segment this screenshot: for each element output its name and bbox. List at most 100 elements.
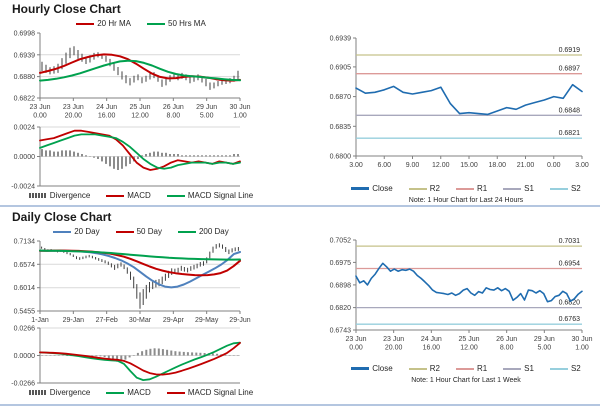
- legend-label: S2: [570, 184, 581, 193]
- legend-swatch: [351, 367, 370, 370]
- legend-item: 50 Hrs MA: [147, 19, 206, 28]
- svg-text:0.6835: 0.6835: [330, 124, 352, 131]
- svg-text:0.6898: 0.6898: [330, 282, 352, 289]
- last24h-note: Note: 1 Hour Chart for Last 24 Hours: [408, 197, 524, 204]
- legend-label: Close: [372, 184, 393, 193]
- svg-text:0.6820: 0.6820: [559, 300, 581, 307]
- svg-text:0.6897: 0.6897: [559, 66, 581, 73]
- legend-item: R1: [455, 184, 487, 193]
- svg-text:-0.0024: -0.0024: [11, 184, 35, 191]
- svg-text:9.00: 9.00: [406, 162, 420, 169]
- svg-text:0.0024: 0.0024: [14, 125, 36, 132]
- legend-label: S1: [524, 184, 534, 193]
- legend-swatch: [106, 194, 125, 197]
- svg-text:0.0266: 0.0266: [14, 326, 36, 333]
- svg-text:0.6919: 0.6919: [559, 47, 581, 54]
- legend-item: S2: [549, 364, 581, 373]
- legend-swatch: [115, 230, 134, 233]
- svg-text:0.7031: 0.7031: [559, 238, 581, 245]
- legend-item: S1: [503, 184, 534, 193]
- svg-text:0.0000: 0.0000: [14, 353, 36, 360]
- svg-text:0.6939: 0.6939: [14, 52, 36, 59]
- last1week-section: 0.7052 0.6975 0.6898 0.6820 0.6743 23 Jun 0.00…: [300, 208, 600, 405]
- svg-text:0.6954: 0.6954: [559, 261, 581, 268]
- svg-text:21.00: 21.00: [517, 162, 535, 169]
- daily-section: Daily Close Chart 20 Day 50 Day 200 Day 0.…: [0, 208, 300, 405]
- legend-label: 50 Day: [136, 227, 162, 236]
- daily-macd-legend: Divergence MACD MACD Signal Line: [28, 387, 253, 398]
- legend-swatch: [549, 187, 568, 190]
- svg-text:1-Jan: 1-Jan: [31, 317, 49, 324]
- legend-swatch: [53, 230, 72, 233]
- svg-text:3.00: 3.00: [575, 162, 589, 169]
- legend-item: 20 Day: [53, 227, 100, 236]
- legend-swatch: [503, 187, 522, 190]
- svg-text:0.6820: 0.6820: [330, 305, 352, 312]
- daily-price-legend: 20 Day 50 Day 200 Day: [38, 226, 244, 237]
- svg-text:27-Feb: 27-Feb: [96, 317, 118, 324]
- legend-label: MACD: [127, 388, 151, 397]
- daily-section-title: Daily Close Chart: [12, 210, 112, 224]
- legend-swatch: [177, 230, 196, 233]
- svg-text:12.00: 12.00: [432, 162, 450, 169]
- svg-text:18.00: 18.00: [488, 162, 506, 169]
- legend-item: R1: [455, 364, 487, 373]
- legend-label: Divergence: [49, 388, 91, 397]
- legend-label: 20 Day: [74, 227, 100, 236]
- svg-text:0.6975: 0.6975: [330, 260, 352, 267]
- section-divider: [0, 205, 600, 207]
- legend-swatch: [76, 22, 95, 25]
- legend-label: Close: [372, 364, 393, 373]
- legend-item: Divergence: [28, 388, 91, 397]
- legend-swatch: [455, 187, 474, 190]
- last1week-note: Note: 1 Hour Chart for Last 1 Week: [411, 377, 521, 384]
- hourly-section: Hourly Close Chart 20 Hr MA 50 Hrs MA 0.6…: [0, 0, 300, 206]
- legend-swatch: [408, 187, 427, 190]
- hourly-macd-chart: 0.0024 0.0000 -0.0024: [11, 125, 241, 191]
- legend-swatch: [166, 194, 185, 197]
- svg-text:0.6880: 0.6880: [14, 74, 36, 81]
- svg-text:0.6822: 0.6822: [14, 96, 36, 103]
- legend-item: MACD: [106, 191, 151, 200]
- last24h-section: 0.6939 0.6905 0.6870 0.6835 0.6800 3.00 6.00 9.…: [300, 0, 600, 206]
- svg-text:0.6821: 0.6821: [559, 130, 581, 137]
- svg-text:29-Apr: 29-Apr: [163, 317, 185, 324]
- legend-label: MACD: [127, 191, 151, 200]
- svg-text:0.7052: 0.7052: [330, 238, 352, 245]
- legend-item: S2: [549, 184, 581, 193]
- svg-text:0.6998: 0.6998: [14, 31, 36, 38]
- legend-label: MACD Signal Line: [187, 388, 254, 397]
- legend-swatch: [106, 391, 125, 394]
- legend-swatch: [147, 22, 165, 25]
- svg-text:30-Mar: 30-Mar: [129, 317, 152, 324]
- hourly-macd-legend: Divergence MACD MACD Signal Line: [28, 190, 253, 201]
- legend-item: 20 Hr MA: [76, 19, 131, 28]
- svg-text:0.6905: 0.6905: [330, 64, 352, 71]
- legend-label: 50 Hrs MA: [168, 19, 206, 28]
- legend-swatch: [28, 193, 47, 198]
- legend-item: R2: [408, 184, 440, 193]
- svg-text:29-Jan: 29-Jan: [63, 317, 85, 324]
- svg-text:0.6014: 0.6014: [14, 285, 36, 292]
- legend-swatch: [351, 187, 370, 190]
- svg-text:0.6800: 0.6800: [330, 154, 352, 161]
- legend-item: 50 Day: [115, 227, 162, 236]
- legend-item: Divergence: [28, 191, 90, 200]
- svg-text:0.6939: 0.6939: [330, 36, 352, 43]
- legend-swatch: [166, 391, 185, 394]
- svg-text:0.6848: 0.6848: [559, 107, 581, 114]
- last1week-legend: Close R2 R1 S1 S2: [350, 363, 582, 374]
- legend-item: MACD Signal Line: [166, 388, 254, 397]
